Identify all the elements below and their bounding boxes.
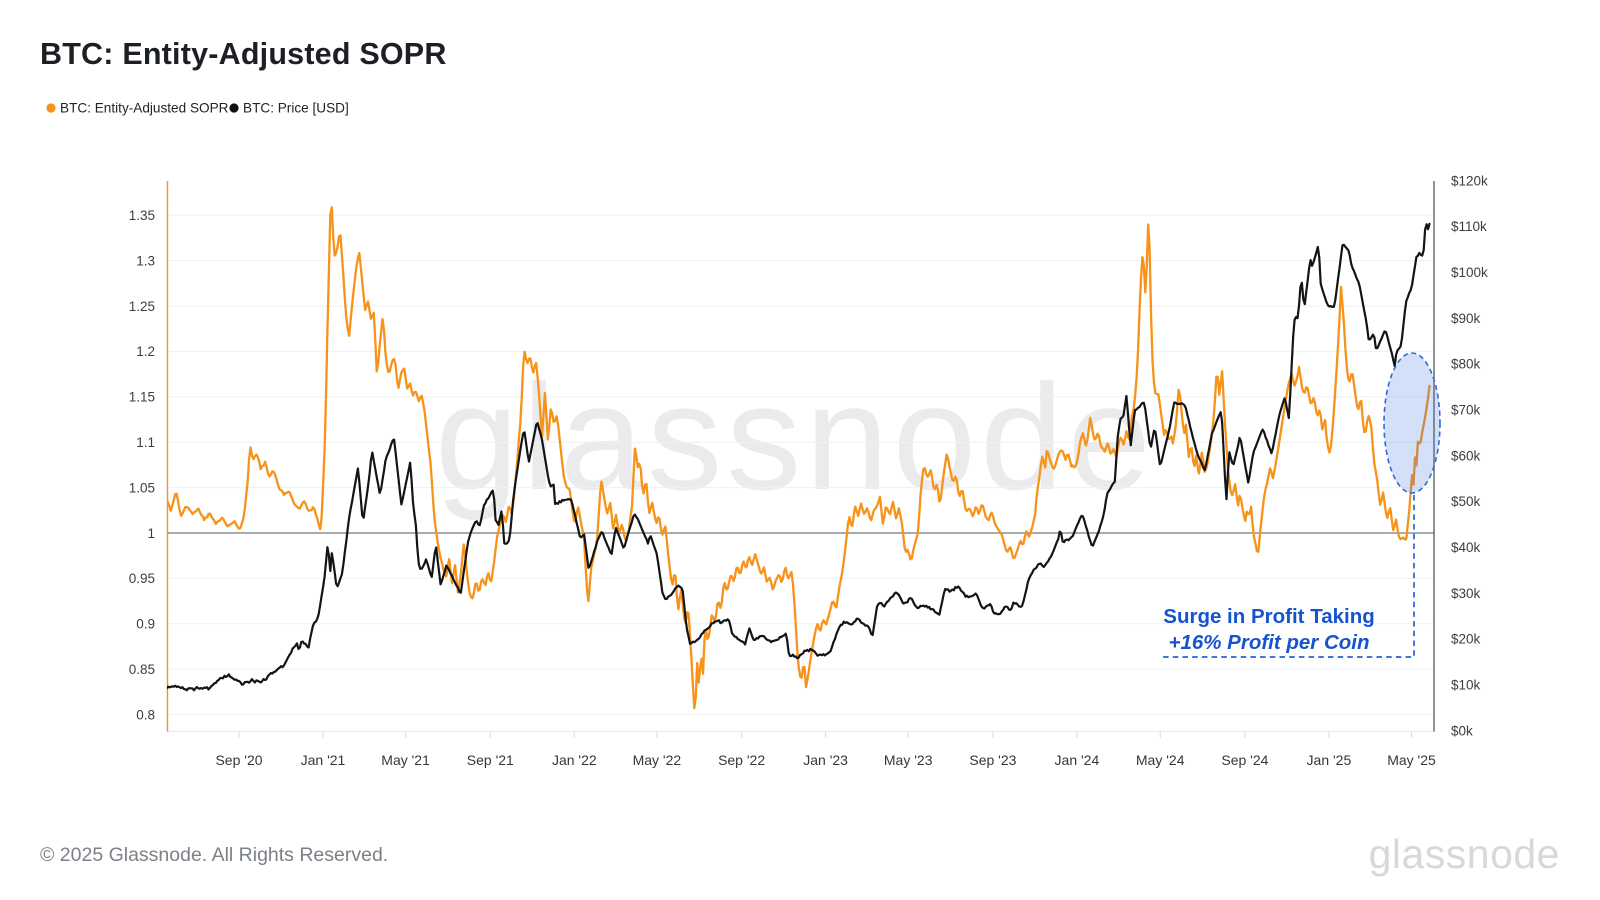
svg-text:Surge in Profit Taking: Surge in Profit Taking: [1163, 605, 1374, 628]
svg-text:$100k: $100k: [1451, 265, 1488, 280]
svg-text:Jan '24: Jan '24: [1055, 752, 1100, 768]
svg-text:1: 1: [147, 526, 155, 541]
svg-text:1.35: 1.35: [129, 208, 155, 223]
svg-text:1.05: 1.05: [129, 480, 155, 495]
svg-text:Jan '23: Jan '23: [803, 752, 848, 768]
svg-text:0.85: 0.85: [129, 662, 155, 677]
svg-text:BTC: Entity-Adjusted SOPR: BTC: Entity-Adjusted SOPR: [60, 101, 229, 116]
svg-text:0.95: 0.95: [129, 571, 155, 586]
svg-text:May '23: May '23: [884, 752, 933, 768]
svg-text:$70k: $70k: [1451, 403, 1481, 418]
svg-text:1.1: 1.1: [136, 435, 155, 450]
svg-text:$60k: $60k: [1451, 448, 1481, 463]
svg-text:Jan '21: Jan '21: [301, 752, 346, 768]
svg-text:1.2: 1.2: [136, 344, 155, 359]
svg-text:$20k: $20k: [1451, 632, 1481, 647]
svg-text:BTC: Price [USD]: BTC: Price [USD]: [243, 101, 349, 116]
svg-text:Sep '22: Sep '22: [718, 752, 765, 768]
svg-text:$10k: $10k: [1451, 678, 1481, 693]
svg-text:Sep '24: Sep '24: [1221, 752, 1268, 768]
svg-text:$40k: $40k: [1451, 540, 1481, 555]
svg-text:$110k: $110k: [1451, 219, 1487, 234]
svg-text:1.3: 1.3: [136, 253, 155, 268]
svg-text:0.8: 0.8: [136, 707, 155, 722]
svg-text:Jan '22: Jan '22: [552, 752, 597, 768]
svg-text:May '24: May '24: [1136, 752, 1185, 768]
svg-text:May '25: May '25: [1387, 752, 1436, 768]
svg-text:May '22: May '22: [633, 752, 682, 768]
svg-text:$50k: $50k: [1451, 494, 1481, 509]
svg-text:$30k: $30k: [1451, 586, 1481, 601]
svg-text:$80k: $80k: [1451, 357, 1481, 372]
svg-text:$90k: $90k: [1451, 311, 1481, 326]
svg-text:Jan '25: Jan '25: [1307, 752, 1352, 768]
svg-text:1.15: 1.15: [129, 390, 155, 405]
svg-text:BTC: Entity-Adjusted SOPR: BTC: Entity-Adjusted SOPR: [40, 37, 447, 71]
svg-text:May '21: May '21: [381, 752, 430, 768]
svg-text:Sep '21: Sep '21: [467, 752, 514, 768]
svg-text:glassnode: glassnode: [1369, 831, 1560, 877]
svg-text:$0k: $0k: [1451, 723, 1473, 738]
svg-text:© 2025 Glassnode. All Rights R: © 2025 Glassnode. All Rights Reserved.: [40, 844, 388, 866]
svg-text:1.25: 1.25: [129, 299, 155, 314]
svg-text:Sep '23: Sep '23: [969, 752, 1016, 768]
svg-text:Sep '20: Sep '20: [215, 752, 262, 768]
svg-text:$120k: $120k: [1451, 173, 1488, 188]
svg-text:+16% Profit per Coin: +16% Profit per Coin: [1168, 631, 1369, 654]
svg-text:0.9: 0.9: [136, 617, 155, 632]
